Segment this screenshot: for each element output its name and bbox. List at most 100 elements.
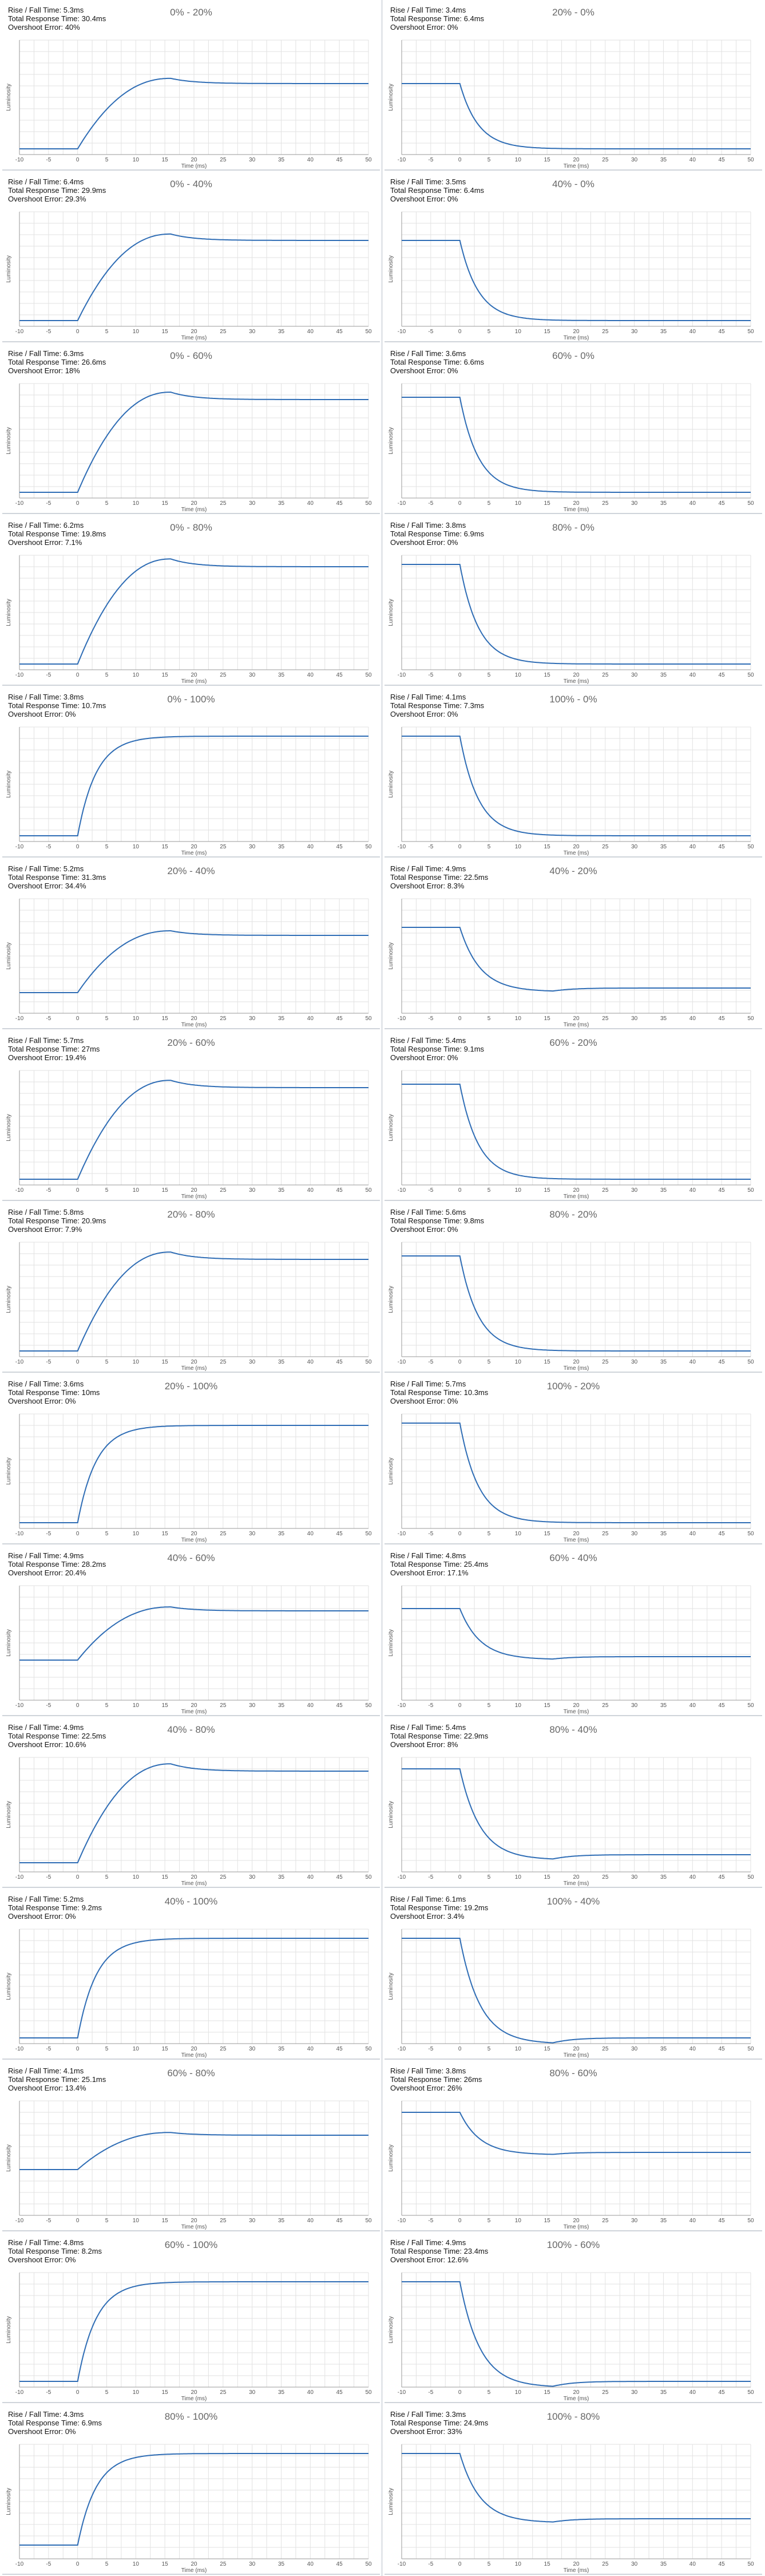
chart-title: 60% - 40%	[549, 1552, 597, 1563]
rise-fall-time: Rise / Fall Time: 5.4ms	[390, 1723, 488, 1732]
rise-fall-time: Rise / Fall Time: 4.1ms	[8, 2067, 106, 2075]
overshoot-error-value: 17.1%	[447, 1568, 469, 1577]
x-tick-label: 5	[487, 672, 491, 678]
response-curve	[402, 1768, 751, 1860]
x-tick-label: 50	[747, 672, 754, 678]
rise-fall-time-label: Rise / Fall Time:	[390, 6, 446, 14]
x-tick-label: 45	[719, 1016, 726, 1022]
overshoot-error-label: Overshoot Error:	[8, 195, 65, 203]
chart-svg: -10 -5 0 5 10 15 20 25 30 35 40 45 50 Time (ms) Lumino…	[6, 1413, 372, 1543]
rise-fall-time: Rise / Fall Time: 6.4ms	[8, 177, 106, 186]
x-tick-label: 45	[719, 1702, 726, 1709]
total-response-time: Total Response Time: 25.1ms	[8, 2075, 106, 2084]
x-tick-label: 10	[133, 2389, 140, 2396]
response-curve	[19, 1080, 368, 1180]
rise-fall-time-label: Rise / Fall Time:	[8, 6, 64, 14]
x-axis-label: Time (ms)	[564, 2052, 589, 2059]
rise-fall-time-label: Rise / Fall Time:	[390, 1380, 446, 1388]
x-tick-label: -10	[398, 1016, 406, 1022]
x-tick-label: 45	[719, 2218, 726, 2224]
x-tick-label: 35	[278, 1874, 285, 1880]
x-tick-label: 0	[458, 2046, 462, 2052]
x-tick-label: 20	[573, 1702, 580, 1709]
response-curve	[19, 2453, 368, 2546]
x-axis-label: Time (ms)	[181, 1365, 207, 1372]
response-curve	[19, 558, 368, 665]
x-tick-label: 0	[458, 1531, 462, 1537]
x-tick-label: 20	[573, 2561, 580, 2567]
rise-fall-time: Rise / Fall Time: 5.2ms	[8, 864, 106, 873]
x-tick-label: 30	[249, 1187, 256, 1194]
x-tick-label: 50	[365, 1531, 372, 1537]
panel-stats: Rise / Fall Time: 4.3ms Total Response Ti…	[8, 2410, 102, 2436]
total-response-time: Total Response Time: 22.5ms	[390, 873, 488, 882]
overshoot-error: Overshoot Error: 26%	[390, 2084, 482, 2092]
x-tick-label: 35	[278, 1016, 285, 1022]
overshoot-error-value: 10.6%	[65, 1740, 86, 1749]
chart-title: 60% - 80%	[167, 2068, 215, 2079]
x-tick-label: 10	[133, 844, 140, 850]
total-response-time-label: Total Response Time:	[8, 186, 82, 195]
x-tick-label: 5	[487, 1359, 491, 1365]
x-tick-label: 45	[336, 2561, 343, 2567]
rise-fall-time-label: Rise / Fall Time:	[390, 2067, 446, 2075]
overshoot-error-label: Overshoot Error:	[8, 2084, 65, 2092]
chart-title: 40% - 100%	[164, 1896, 218, 1907]
chart-svg: -10 -5 0 5 10 15 20 25 30 35 40 45 50 Time (ms) Lumino…	[388, 2444, 754, 2574]
x-tick-label: 20	[191, 1531, 197, 1537]
x-tick-label: 25	[220, 2218, 227, 2224]
x-tick-label: 10	[515, 2561, 522, 2567]
total-response-time-label: Total Response Time:	[390, 2075, 464, 2084]
total-response-time-label: Total Response Time:	[8, 530, 82, 538]
y-axis-label: Luminosity	[6, 771, 12, 798]
overshoot-error-label: Overshoot Error:	[8, 538, 65, 547]
total-response-time-value: 25.4ms	[463, 1560, 489, 1568]
x-tick-label: -5	[46, 2046, 51, 2052]
x-tick-label: 40	[689, 672, 696, 678]
x-tick-label: 10	[515, 1359, 522, 1365]
rise-fall-time-label: Rise / Fall Time:	[8, 521, 64, 530]
x-tick-label: 10	[133, 2561, 140, 2567]
rise-fall-time-label: Rise / Fall Time:	[8, 2238, 64, 2247]
rise-fall-time-value: 4.9ms	[63, 1723, 84, 1732]
overshoot-error-label: Overshoot Error:	[8, 2255, 65, 2264]
x-tick-label: 50	[747, 329, 754, 335]
total-response-time-label: Total Response Time:	[8, 358, 82, 366]
x-tick-label: -5	[46, 844, 51, 850]
x-tick-label: 25	[602, 500, 609, 507]
x-tick-label: 35	[278, 157, 285, 163]
x-tick-label: 25	[220, 1187, 227, 1194]
x-tick-label: 35	[660, 1187, 667, 1194]
rise-fall-time-label: Rise / Fall Time:	[390, 864, 446, 873]
x-tick-label: 40	[689, 329, 696, 335]
x-tick-label: 25	[602, 1702, 609, 1709]
total-response-time-label: Total Response Time:	[8, 701, 82, 710]
chart-title: 80% - 20%	[549, 1209, 597, 1220]
x-tick-label: 10	[515, 2389, 522, 2396]
x-axis-label: Time (ms)	[564, 1537, 589, 1543]
x-tick-label: 15	[544, 1702, 551, 1709]
chart-svg: -10 -5 0 5 10 15 20 25 30 35 40 45 50 Time (ms) Lumino…	[388, 1242, 754, 1372]
overshoot-error: Overshoot Error: 18%	[8, 366, 106, 375]
chart-svg: -10 -5 0 5 10 15 20 25 30 35 40 45 50 Time (ms) Lumino…	[388, 1070, 754, 1200]
total-response-time-label: Total Response Time:	[8, 1388, 82, 1397]
x-tick-label: 45	[719, 329, 726, 335]
rise-fall-time: Rise / Fall Time: 4.8ms	[390, 1551, 488, 1560]
chart-title: 20% - 0%	[552, 7, 594, 18]
overshoot-error-value: 13.4%	[65, 2084, 86, 2092]
rise-fall-time-value: 5.7ms	[445, 1380, 466, 1388]
x-tick-label: 5	[105, 2389, 109, 2396]
chart-title: 100% - 0%	[549, 694, 597, 705]
x-tick-label: -10	[15, 2561, 24, 2567]
x-tick-label: 45	[336, 672, 343, 678]
x-tick-label: 40	[307, 1359, 314, 1365]
x-tick-label: 25	[220, 157, 227, 163]
x-tick-label: 30	[631, 157, 638, 163]
chart-title: 0% - 80%	[170, 522, 212, 533]
x-tick-label: 25	[602, 1187, 609, 1194]
x-tick-label: 10	[515, 2046, 522, 2052]
x-tick-label: 30	[249, 1359, 256, 1365]
y-axis-label: Luminosity	[388, 427, 394, 455]
chart-svg: -10 -5 0 5 10 15 20 25 30 35 40 45 50 Time (ms) Lumino…	[6, 1242, 372, 1372]
x-tick-label: 50	[365, 2389, 372, 2396]
